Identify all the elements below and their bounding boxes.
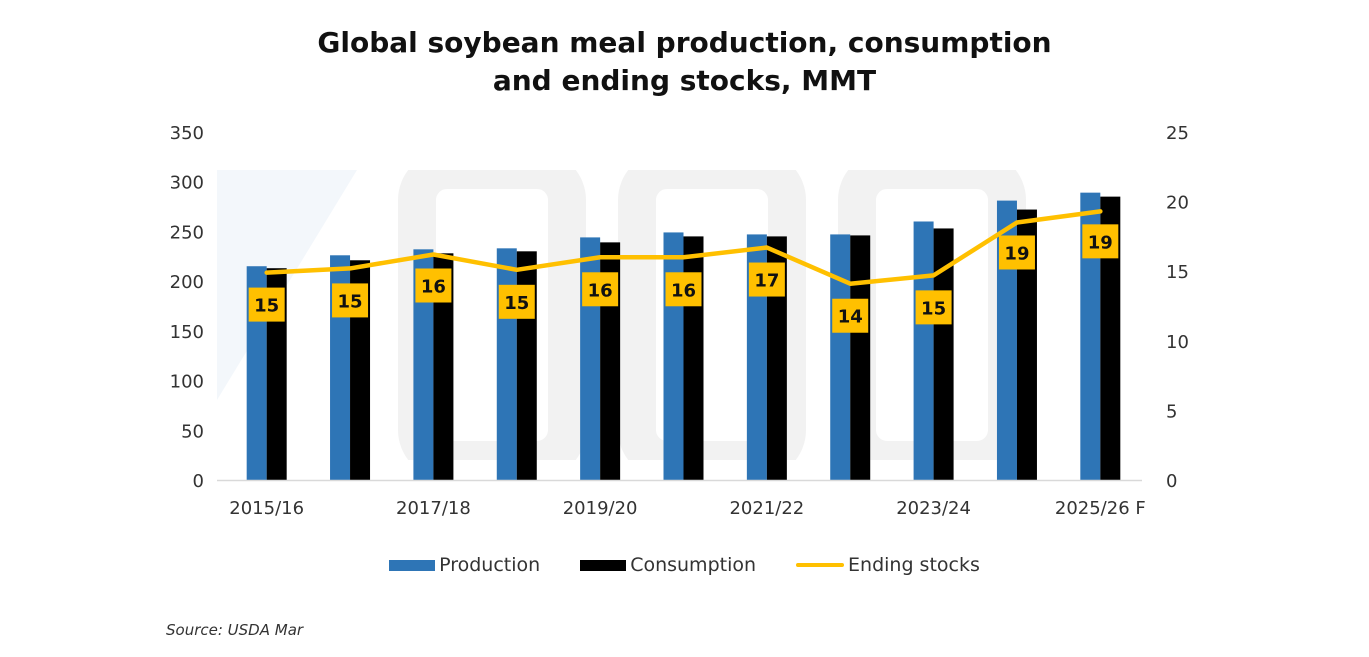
data-label-text: 17 <box>754 271 779 292</box>
data-label-box <box>332 283 369 318</box>
data-label-ending-stocks: 15 <box>498 284 535 319</box>
y-right-tick-label: 10 <box>1166 332 1189 353</box>
y-left-tick-label: 0 <box>193 471 204 492</box>
bar-production <box>496 248 517 480</box>
bar-production <box>663 232 684 480</box>
data-label-ending-stocks: 15 <box>248 287 285 322</box>
x-tick-label: 2025/26 F <box>1055 498 1146 519</box>
x-tick-label: 2017/18 <box>396 498 471 519</box>
data-label-box <box>498 284 535 319</box>
y-right-tick-label: 5 <box>1166 401 1177 422</box>
chart-title-line-2: and ending stocks, MMT <box>492 64 877 97</box>
y-left-tick-label: 350 <box>170 123 204 144</box>
bar-production <box>996 200 1017 480</box>
data-label-ending-stocks: 19 <box>1082 224 1119 259</box>
line-ending-stocks <box>264 209 1103 286</box>
data-label-box <box>915 290 952 325</box>
bar-production <box>1080 192 1101 480</box>
x-tick-label: 2019/20 <box>563 498 638 519</box>
data-label-box <box>415 268 452 303</box>
data-label-text: 15 <box>254 296 279 317</box>
data-label-box <box>748 262 785 297</box>
legend-swatch-consumption <box>580 559 627 571</box>
chart-legend: Production Consumption Ending stocks <box>0 554 1369 576</box>
y-left-tick-label: 100 <box>170 372 204 393</box>
legend-item-consumption[interactable]: Consumption <box>580 554 756 576</box>
chart-title-line-1: Global soybean meal production, consumpt… <box>317 26 1052 59</box>
legend-item-production[interactable]: Production <box>389 554 540 576</box>
y-right-tick-label: 0 <box>1166 471 1177 492</box>
data-label-text: 16 <box>421 276 446 297</box>
chart-title: Global soybean meal production, consumpt… <box>0 24 1369 100</box>
data-label-text: 14 <box>838 307 863 328</box>
legend-swatch-ending-stocks <box>796 563 845 567</box>
data-label-ending-stocks: 16 <box>582 272 619 307</box>
data-label-box <box>665 272 702 307</box>
data-label-ending-stocks: 14 <box>832 298 869 333</box>
data-label-text: 15 <box>504 293 529 314</box>
data-label-text: 15 <box>921 298 946 319</box>
data-label-text: 19 <box>1088 232 1113 253</box>
y-left-tick-label: 150 <box>170 322 204 343</box>
source-note: Source: USDA Mar <box>166 621 304 639</box>
data-label-text: 16 <box>588 280 613 301</box>
bar-consumption <box>433 253 454 480</box>
legend-label-ending-stocks: Ending stocks <box>848 554 980 576</box>
data-label-ending-stocks: 16 <box>415 268 452 303</box>
y-left-tick-label: 200 <box>170 272 204 293</box>
data-label-box <box>248 287 285 322</box>
bar-consumption <box>1100 196 1121 480</box>
data-label-ending-stocks: 15 <box>332 283 369 318</box>
bar-consumption <box>1016 209 1037 480</box>
bar-consumption <box>766 236 787 480</box>
y-right-tick-label: 25 <box>1166 123 1189 144</box>
legend-item-ending-stocks[interactable]: Ending stocks <box>796 554 980 576</box>
data-label-text: 16 <box>671 280 696 301</box>
legend-swatch-production <box>389 559 436 571</box>
bar-production <box>830 234 851 480</box>
y-right-tick-label: 20 <box>1166 193 1189 214</box>
data-label-text: 15 <box>338 291 363 312</box>
data-label-ending-stocks: 17 <box>748 262 785 297</box>
bar-production <box>913 221 934 480</box>
data-label-box <box>582 272 619 307</box>
x-tick-label: 2015/16 <box>229 498 304 519</box>
bar-consumption <box>850 235 871 480</box>
x-tick-label: 2021/22 <box>729 498 804 519</box>
bar-production <box>413 249 434 480</box>
data-label-text: 19 <box>1004 243 1029 264</box>
y-left-tick-label: 50 <box>181 421 204 442</box>
y-right-tick-label: 15 <box>1166 262 1189 283</box>
data-label-ending-stocks: 15 <box>915 290 952 325</box>
legend-label-consumption: Consumption <box>630 554 757 576</box>
y-left-tick-label: 300 <box>170 173 204 194</box>
data-label-box <box>1082 224 1119 259</box>
x-tick-label: 2023/24 <box>896 498 971 519</box>
y-left-tick-label: 250 <box>170 222 204 243</box>
data-label-ending-stocks: 19 <box>998 235 1035 270</box>
legend-label-production: Production <box>439 554 541 576</box>
data-label-box <box>998 235 1035 270</box>
data-label-ending-stocks: 16 <box>665 272 702 307</box>
data-label-box <box>832 298 869 333</box>
